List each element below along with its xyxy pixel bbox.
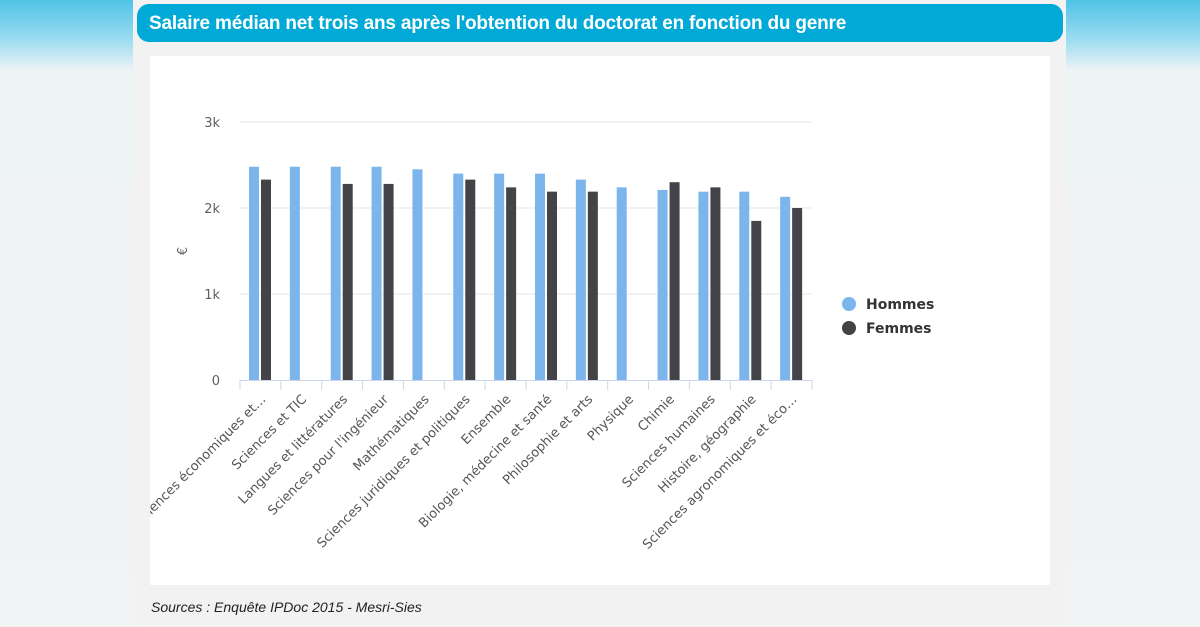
bar-hommes <box>535 173 545 380</box>
bar-femmes <box>792 208 803 380</box>
bar-hommes <box>453 173 464 380</box>
x-tick-label: Sciences juridiques et politiques <box>314 392 473 551</box>
bar-femmes <box>506 187 517 380</box>
y-tick-label: 3k <box>204 116 220 131</box>
y-tick-label: 1k <box>204 288 220 303</box>
bar-hommes <box>289 166 300 380</box>
y-tick-label: 2k <box>204 202 220 217</box>
bar-femmes <box>342 183 353 380</box>
legend-label-hommes: Hommes <box>866 297 934 313</box>
bar-femmes <box>669 182 680 380</box>
bar-hommes <box>575 179 586 380</box>
bar-hommes <box>412 169 423 380</box>
chart-title: Salaire médian net trois ans après l'obt… <box>149 13 847 34</box>
bar-hommes <box>739 191 750 380</box>
bar-hommes <box>780 196 791 380</box>
bar-femmes <box>465 179 476 380</box>
bar-femmes <box>547 191 557 380</box>
bar-femmes <box>587 191 598 380</box>
bar-femmes <box>710 187 721 380</box>
bar-hommes <box>249 166 259 380</box>
bar-hommes <box>494 173 505 380</box>
legend-marker-hommes <box>842 297 856 311</box>
legend-label-femmes: Femmes <box>866 321 932 337</box>
bar-hommes <box>616 187 627 380</box>
source-note: Sources : Enquête IPDoc 2015 - Mesri-Sie… <box>151 599 422 615</box>
y-axis-label: € <box>176 247 191 255</box>
x-tick-label: Mathématiques <box>351 392 433 474</box>
bar-femmes <box>261 179 271 380</box>
chart-header: Salaire médian net trois ans après l'obt… <box>137 4 1063 42</box>
y-tick-label: 0 <box>212 374 220 389</box>
bar-hommes <box>330 166 341 380</box>
bar-hommes <box>698 191 709 380</box>
bar-hommes <box>371 166 382 380</box>
chart-panel: 0 1k 2k 3k € Sciences économiques et… Sciences… <box>150 56 1050 585</box>
x-tick-label: Sciences et TIC <box>229 392 310 473</box>
bar-femmes <box>383 183 394 380</box>
bar-hommes <box>657 189 668 380</box>
bar-femmes <box>751 220 762 380</box>
legend-marker-femmes <box>842 321 856 335</box>
